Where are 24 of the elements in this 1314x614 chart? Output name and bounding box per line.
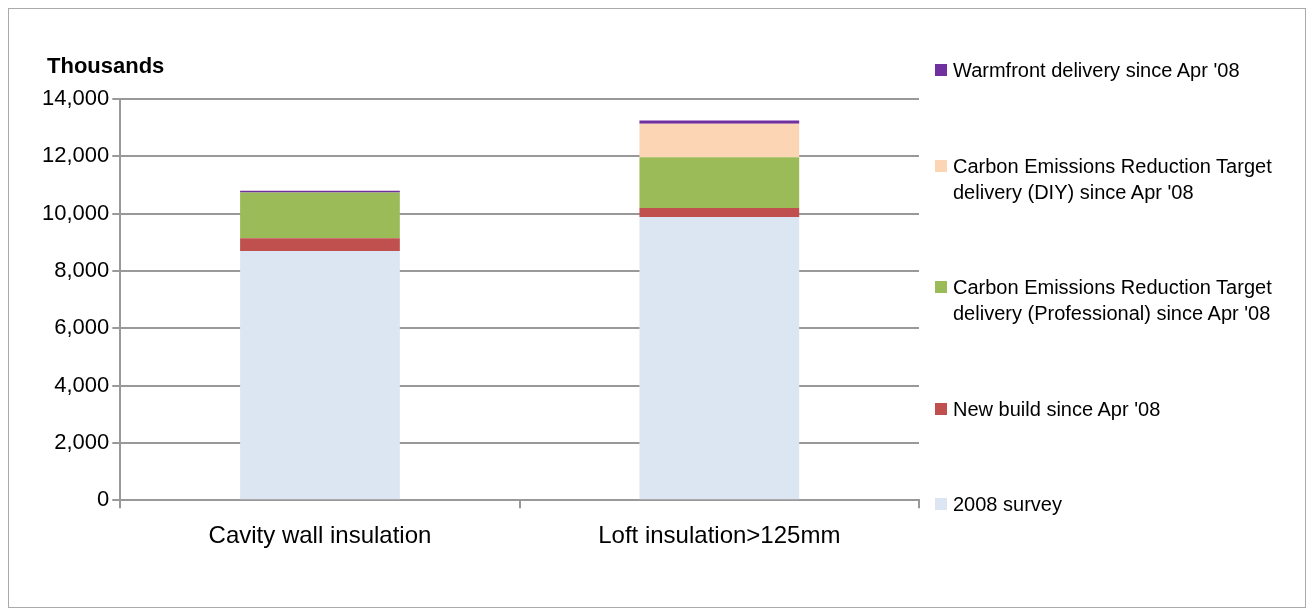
bar [639,120,800,124]
bar [639,217,800,500]
legend-label: 2008 survey [953,492,1062,517]
legend-label: Warmfront delivery since Apr '08 [953,58,1240,83]
bar [240,250,400,500]
x-tick-label: Loft insulation>125mm [598,521,841,549]
legend-label: New build since Apr '08 [953,396,1161,422]
y-tick-label: 14,000 [41,85,110,111]
x-tick-label: Cavity wall insulation [208,521,432,549]
y-tick-label: 2,000 [54,428,110,454]
y-tick-label: 0 [97,486,110,512]
y-tick-label: 8,000 [54,257,110,283]
legend-label: Carbon Emissions Reduction Target delivery (Professional) since Apr '08 [953,275,1273,326]
bar [240,238,400,251]
y-tick-label: 4,000 [54,371,110,397]
y-tick-label: 6,000 [54,314,110,340]
y-axis-title: Thousands [47,53,165,78]
bar [240,192,400,239]
bar [639,123,800,158]
bar [639,157,800,208]
bar [639,207,800,218]
y-tick-label: 12,000 [41,142,110,168]
y-tick-label: 10,000 [41,199,110,225]
legend-label: Carbon Emissions Reduction Target delivery (DIY) since Apr '08 [953,153,1273,205]
